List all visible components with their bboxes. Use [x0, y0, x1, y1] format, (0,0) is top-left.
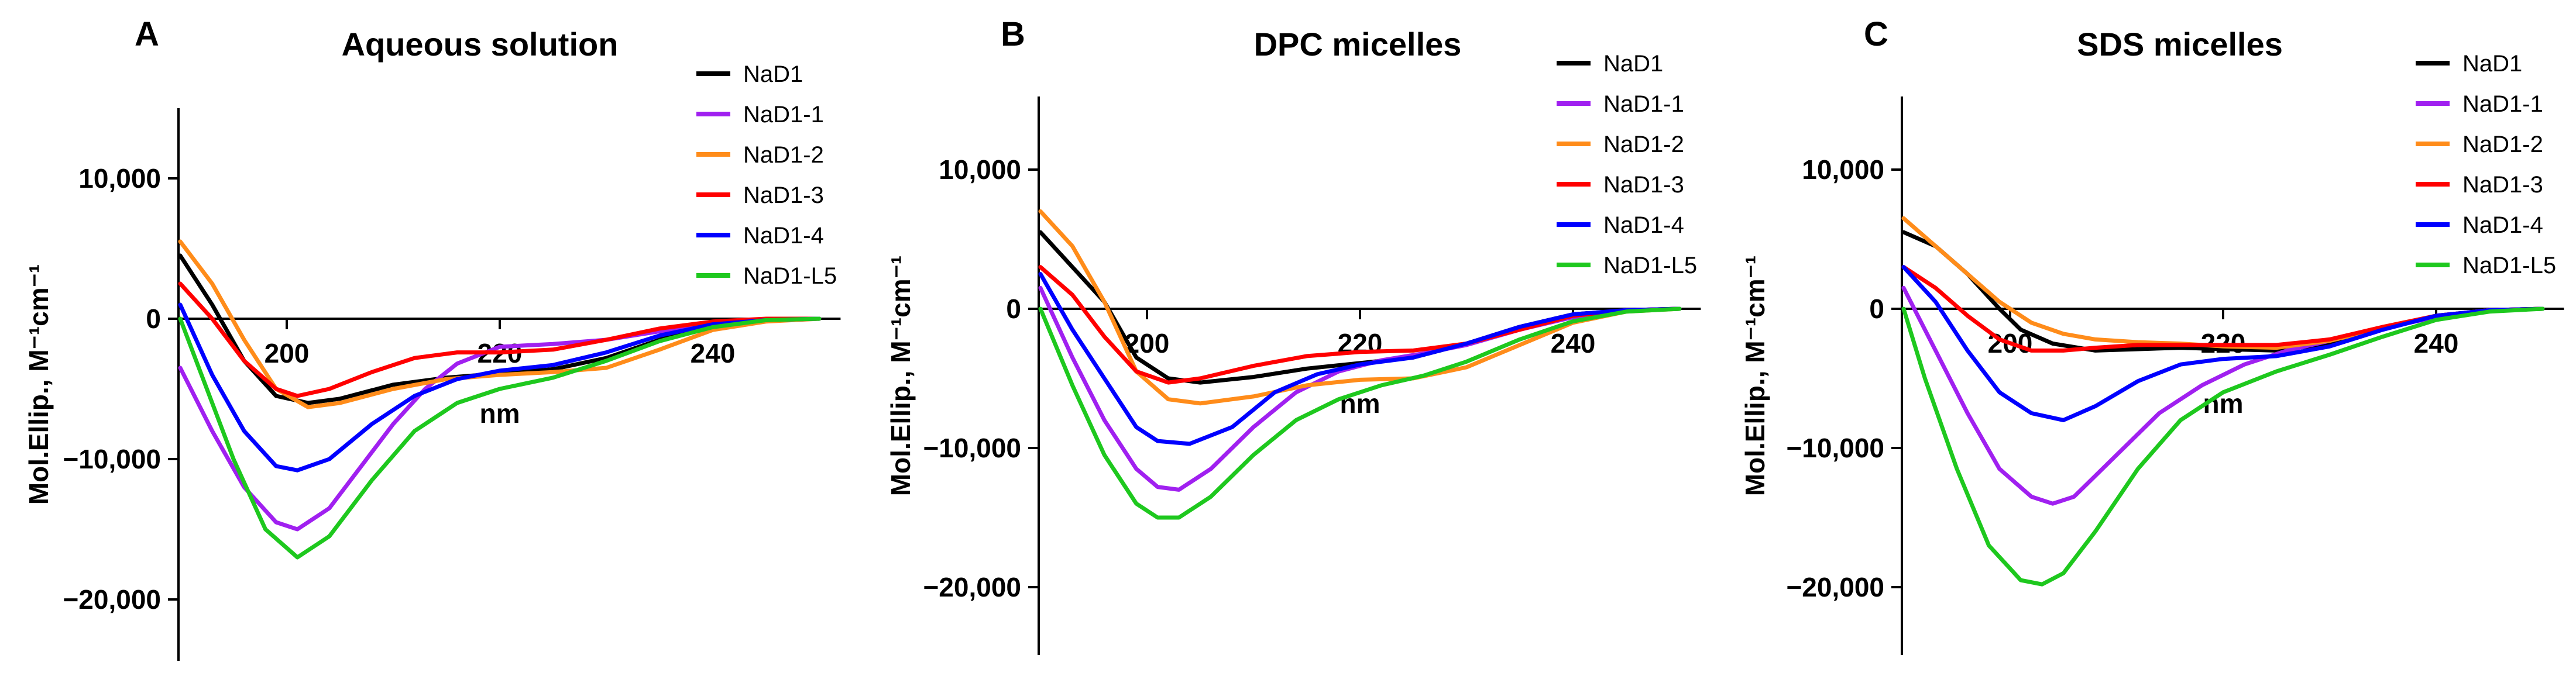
panel-b-y-tick-label: 10,000 [939, 154, 1021, 185]
panel-c-title: SDS micelles [2077, 26, 2283, 63]
panel-c-label: C [1864, 15, 1888, 53]
panel-b-legend-label: NaD1-4 [1603, 212, 1684, 238]
panel-a-series-nad1-1 [178, 316, 822, 532]
panel-a-legend-label: NaD1-4 [743, 223, 824, 249]
panel-a-x-tick-label: 200 [265, 338, 310, 368]
panel-c-legend-label: NaD1-L5 [2462, 253, 2556, 278]
panel-c-y-tick-label: 0 [1869, 294, 1884, 324]
panel-b-x-tick-label: 240 [1551, 328, 1596, 358]
panel-b-y-tick-label: −20,000 [923, 572, 1021, 602]
panel-b-y-axis-label: Mol.Ellip., M⁻¹cm⁻¹ [885, 256, 916, 496]
panel-a-legend-label: NaD1-2 [743, 142, 824, 168]
panel-a-y-tick-label: 0 [146, 304, 161, 334]
panel-b-title: DPC micelles [1254, 26, 1462, 63]
panel-c-y-tick-label: −10,000 [1786, 433, 1884, 463]
panel-b-label: B [1001, 15, 1025, 53]
panel-a-y-tick-label: −20,000 [63, 584, 161, 615]
panel-a-y-axis-label: Mol.Ellip., M⁻¹cm⁻¹ [23, 264, 54, 505]
panel-b-legend-label: NaD1 [1603, 51, 1663, 77]
panel-c-legend-label: NaD1 [2462, 51, 2522, 77]
panel-a-legend-label: NaD1-3 [743, 182, 824, 208]
panel-b-x-tick-label: 200 [1125, 328, 1170, 358]
panel-c-legend-label: NaD1-3 [2462, 172, 2543, 198]
panel-a-x-axis-label: nm [480, 398, 520, 429]
panel-c-x-tick-label: 240 [2414, 328, 2459, 358]
panel-c-y-tick-label: 10,000 [1802, 154, 1884, 185]
panel-a-series-nad1-2 [178, 239, 822, 409]
panel-c-legend-label: NaD1-2 [2462, 132, 2543, 157]
panel-c-legend-label: NaD1-4 [2462, 212, 2543, 238]
panel-c-legend-label: NaD1-1 [2462, 91, 2543, 117]
panel-a-y-tick-label: 10,000 [78, 163, 161, 194]
panel-c-y-axis-label: Mol.Ellip., M⁻¹cm⁻¹ [1740, 256, 1770, 496]
panel-b-series-nad1 [1038, 230, 1682, 385]
panel-b-y-tick-label: 0 [1006, 294, 1021, 324]
panel-b-legend-label: NaD1-1 [1603, 91, 1684, 117]
panel-a-title: Aqueous solution [342, 26, 619, 63]
panel-b-y-tick-label: −10,000 [923, 433, 1021, 463]
panel-b-legend-label: NaD1-3 [1603, 172, 1684, 198]
panel-a-series-nad1-3 [178, 281, 822, 398]
panel-a-legend-label: NaD1-L5 [743, 263, 837, 289]
panel-c-series-nad1-4 [1901, 265, 2545, 422]
panel-a-legend-label: NaD1-1 [743, 102, 824, 127]
panel-b-series-nad1-4 [1038, 272, 1682, 446]
panel-a-series-nad1-4 [178, 302, 822, 473]
panel-b-legend-label: NaD1-L5 [1603, 253, 1697, 278]
panel-a-x-tick-label: 240 [691, 338, 736, 368]
panel-c-y-tick-label: −20,000 [1786, 572, 1884, 602]
panel-b-series-nad1-2 [1038, 209, 1682, 406]
panel-a-legend-label: NaD1 [743, 61, 803, 87]
panel-a-series-nad1-l5 [178, 316, 822, 560]
panel-b-series-nad1-l5 [1038, 306, 1682, 520]
panel-a-y-tick-label: −10,000 [63, 444, 161, 474]
panel-a-label: A [135, 15, 159, 53]
panel-c-series-nad1-l5 [1901, 306, 2545, 587]
panel-b-legend-label: NaD1-2 [1603, 132, 1684, 157]
